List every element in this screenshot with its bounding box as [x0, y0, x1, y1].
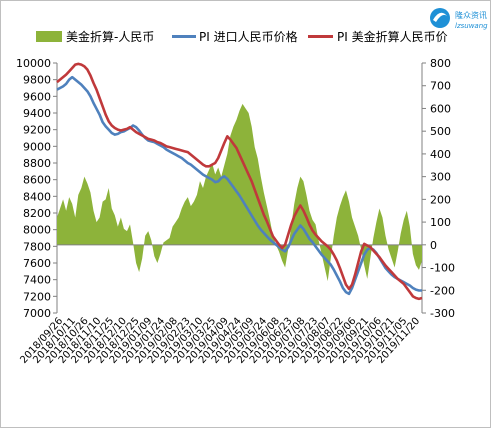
x-tick-labels: 2018/09/262018/10/112018/10/262018/11/10… [18, 316, 422, 366]
right-tick-label: 0 [430, 239, 437, 252]
legend-label-blue: PI 进口人民币价格 [199, 29, 298, 44]
right-tick-label: 700 [430, 80, 451, 93]
left-tick-label: 9200 [23, 124, 51, 137]
right-tick-label: 200 [430, 193, 451, 206]
logo-mark-icon [430, 8, 450, 28]
right-tick-label: 400 [430, 148, 451, 161]
axes: 7000720074007600780080008200840086008800… [16, 57, 455, 320]
right-tick-label: -100 [430, 262, 455, 275]
line-series-red [56, 62, 423, 301]
right-tick-label: -300 [430, 307, 455, 320]
legend-label-area: 美金折算-人民币 [66, 29, 154, 44]
left-tick-label: 9600 [23, 90, 51, 103]
right-tick-label: -200 [430, 284, 455, 297]
logo-swirl-icon [433, 12, 447, 22]
left-tick-label: 9800 [23, 74, 51, 87]
right-tick-label: 300 [430, 171, 451, 184]
legend-swatch-area [36, 31, 62, 42]
logo-text: 隆众资讯 [455, 10, 487, 20]
area-series-fill [57, 103, 422, 282]
left-tick-label: 7600 [23, 257, 51, 270]
series-marks [56, 62, 423, 301]
left-tick-label: 9400 [23, 107, 51, 120]
left-tick-label: 7800 [23, 240, 51, 253]
right-tick-label: 800 [430, 57, 451, 70]
logo: 隆众资讯 lzsuwang [430, 8, 488, 30]
right-tick-label: 100 [430, 216, 451, 229]
logo-subtext: lzsuwang [455, 22, 488, 30]
right-tick-label: 500 [430, 125, 451, 138]
left-tick-label: 8400 [23, 190, 51, 203]
left-tick-label: 8600 [23, 174, 51, 187]
legend-label-red: PI 美金折算人民币价 [337, 29, 448, 44]
left-tick-label: 10000 [16, 57, 51, 70]
legend: 美金折算-人民币 PI 进口人民币价格 PI 美金折算人民币价 [36, 29, 448, 44]
left-tick-label: 7200 [23, 290, 51, 303]
left-tick-label: 7400 [23, 274, 51, 287]
left-tick-label: 8200 [23, 207, 51, 220]
line-series-blue [56, 75, 422, 296]
left-tick-label: 8800 [23, 157, 51, 170]
left-tick-label: 9000 [23, 140, 51, 153]
left-tick-label: 7000 [23, 307, 51, 320]
left-tick-label: 8000 [23, 224, 51, 237]
right-tick-label: 600 [430, 102, 451, 115]
